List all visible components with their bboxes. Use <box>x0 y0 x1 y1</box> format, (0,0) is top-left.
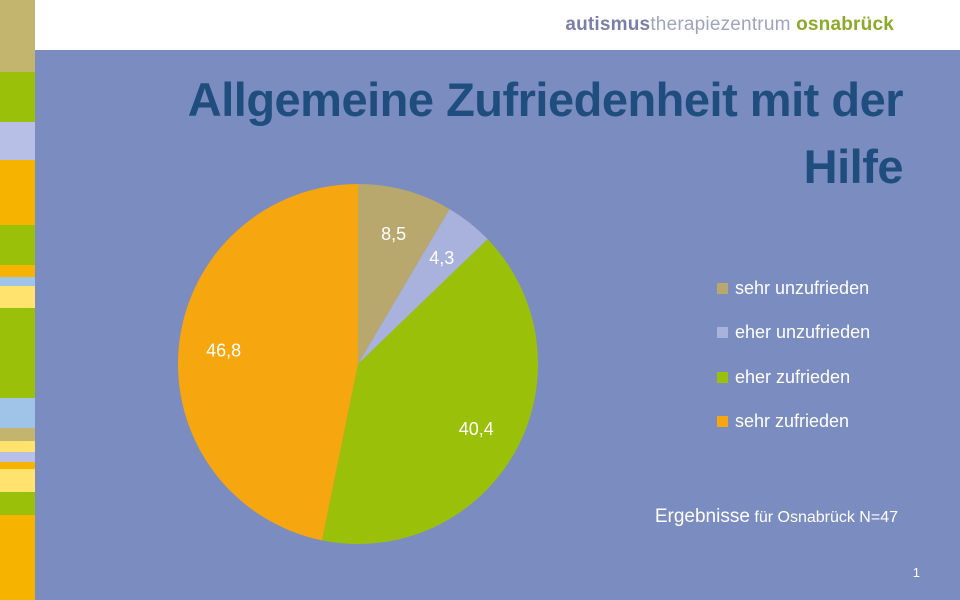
decorative-stripe <box>0 122 35 160</box>
chart-legend: sehr unzufrieden eher unzufrieden eher zuf… <box>717 266 870 444</box>
pie-slice-eher-zufrieden <box>322 239 538 545</box>
decorative-stripe-bar <box>0 0 35 600</box>
pie-slice-sehr-zufrieden <box>178 184 358 541</box>
legend-item: eher unzufrieden <box>717 311 870 356</box>
decorative-stripe <box>0 428 35 441</box>
slide-title-line-1: Allgemeine Zufriedenheit mit der <box>187 73 904 126</box>
legend-label: eher zufrieden <box>735 366 851 387</box>
decorative-stripe <box>0 265 35 277</box>
legend-item: sehr zufrieden <box>717 400 870 445</box>
slide-title-line-2: Hilfe <box>803 140 904 193</box>
decorative-stripe <box>0 160 35 225</box>
brand-logo: autismustherapiezentrum osnabrück <box>565 14 894 36</box>
brand-part-therapiezentrum: therapiezentrum <box>650 14 791 35</box>
decorative-stripe <box>0 398 35 428</box>
decorative-stripe <box>0 469 35 492</box>
decorative-stripe <box>0 0 35 72</box>
legend-item: eher zufrieden <box>717 355 870 400</box>
pie-data-label: 46,8 <box>206 340 241 360</box>
decorative-stripe <box>0 72 35 122</box>
pie-slice-eher-unzufrieden <box>358 209 488 364</box>
header-bar: autismustherapiezentrum osnabrück <box>35 0 960 50</box>
legend-swatch <box>717 282 728 294</box>
pie-data-label: 40,4 <box>459 419 494 439</box>
decorative-stripe <box>0 286 35 308</box>
decorative-stripe <box>0 462 35 469</box>
legend-item: sehr unzufrieden <box>717 266 870 311</box>
decorative-stripe <box>0 277 35 286</box>
results-detail: für Osnabrück N=47 <box>754 509 898 526</box>
brand-part-autismus: autismus <box>565 14 651 35</box>
pie-slice-sehr-unzufrieden <box>358 184 450 364</box>
legend-label: eher unzufrieden <box>735 322 871 343</box>
results-footnote: Ergebnisse für Osnabrück N=47 <box>655 506 898 528</box>
brand-part-osnabrueck: osnabrück <box>796 14 894 35</box>
decorative-stripe <box>0 452 35 462</box>
legend-label: sehr unzufrieden <box>735 277 870 298</box>
legend-swatch <box>717 371 728 383</box>
pie-data-label: 4,3 <box>429 248 454 268</box>
decorative-stripe <box>0 515 35 600</box>
legend-label: sehr zufrieden <box>735 411 850 432</box>
legend-swatch <box>717 416 728 428</box>
pie-data-label: 8,5 <box>381 224 406 244</box>
decorative-stripe <box>0 308 35 398</box>
results-label: Ergebnisse <box>654 506 750 527</box>
slide-title: Allgemeine Zufriedenheit mit der Hilfe <box>70 66 904 200</box>
decorative-stripe <box>0 441 35 452</box>
decorative-stripe <box>0 225 35 265</box>
page-number: 1 <box>912 565 920 580</box>
legend-swatch <box>717 327 728 339</box>
decorative-stripe <box>0 492 35 515</box>
